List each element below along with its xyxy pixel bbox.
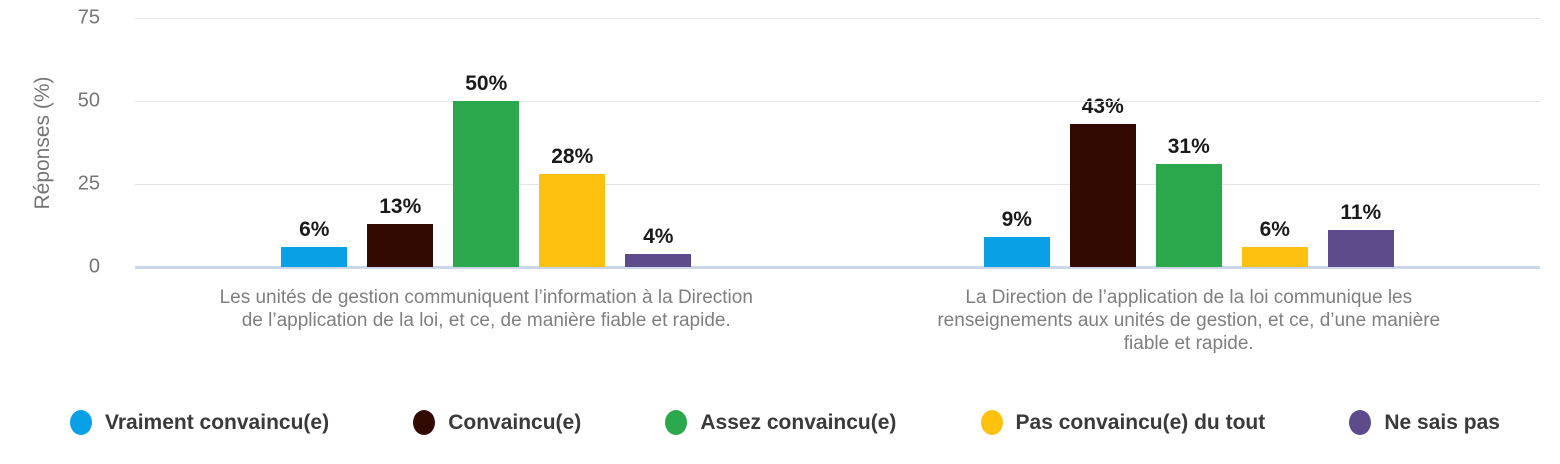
bar-group: 9% 43% 31% 6% 11% [838,18,1541,267]
bar-value-label: 13% [379,194,422,218]
legend-color-dot-icon [665,410,688,435]
bar [281,247,348,267]
legend-item: Assez convaincu(e) [665,410,896,435]
bar-slot: 28% [539,145,606,267]
bar-group: 6% 13% 50% 28% 4% [135,18,838,267]
category-label: La Direction de l’application de la loi … [937,287,1441,354]
gridline [135,184,1540,185]
legend-label: Pas convaincu(e) du tout [1015,410,1266,434]
bar [1241,247,1308,267]
y-tick-label: 50 [77,89,100,112]
category-label: Les unités de gestion communiquent l’inf… [219,287,753,331]
y-tick-label: 0 [88,255,100,278]
legend: Vraiment convaincu(e) Convaincu(e) Assez c… [70,410,1500,435]
bar-value-label: 9% [1001,208,1032,232]
legend-color-dot-icon [980,410,1003,435]
legend-item: Pas convaincu(e) du tout [980,410,1266,435]
bar-value-label: 50% [465,72,508,95]
bar-slot: 43% [1069,95,1136,267]
category-labels: Les unités de gestion communiquent l’inf… [135,286,1540,355]
bar [1327,230,1394,267]
plot-area: 6% 13% 50% 28% 4% 9% 43% 31% 6% 11% [135,18,1540,269]
legend-label: Assez convaincu(e) [700,410,897,434]
bar-slot: 31% [1155,135,1222,267]
bar-value-label: 6% [1259,218,1290,242]
bar [1069,124,1136,267]
bar [625,253,692,267]
bar-value-label: 4% [643,224,674,248]
bar-value-label: 31% [1167,135,1210,159]
gridline [135,18,1540,19]
bar-slot: 6% [1241,218,1308,267]
legend-color-dot-icon [1349,410,1372,435]
bar [983,237,1050,267]
y-tick-label: 25 [77,172,100,195]
bar-slot: 50% [453,72,520,267]
bar [1155,164,1222,267]
legend-item: Vraiment convaincu(e) [70,410,329,435]
legend-color-dot-icon [413,410,436,435]
bar-value-label: 43% [1081,95,1124,119]
bar [539,174,606,267]
bar-slot: 11% [1327,201,1394,267]
legend-label: Convaincu(e) [448,410,582,434]
y-tick-label: 75 [77,6,100,29]
x-axis-baseline [135,266,1540,269]
legend-item: Convaincu(e) [413,410,581,435]
legend-label: Vraiment convaincu(e) [105,410,330,434]
bar [367,223,434,267]
bar-value-label: 11% [1340,201,1382,225]
bar-slot: 4% [625,224,692,267]
bar-slot: 13% [367,194,434,267]
legend-color-dot-icon [70,410,92,435]
gridline [135,101,1540,102]
y-axis-ticks: 0 25 50 75 [40,0,100,300]
legend-item: Ne sais pas [1349,410,1500,435]
bar-slot: 9% [983,208,1050,267]
bar-groups: 6% 13% 50% 28% 4% 9% 43% 31% 6% 11% [135,18,1540,267]
legend-label: Ne sais pas [1384,410,1500,434]
bar-value-label: 6% [299,218,330,242]
bar-slot: 6% [281,218,348,267]
bar-value-label: 28% [551,145,594,169]
bar [453,101,520,267]
